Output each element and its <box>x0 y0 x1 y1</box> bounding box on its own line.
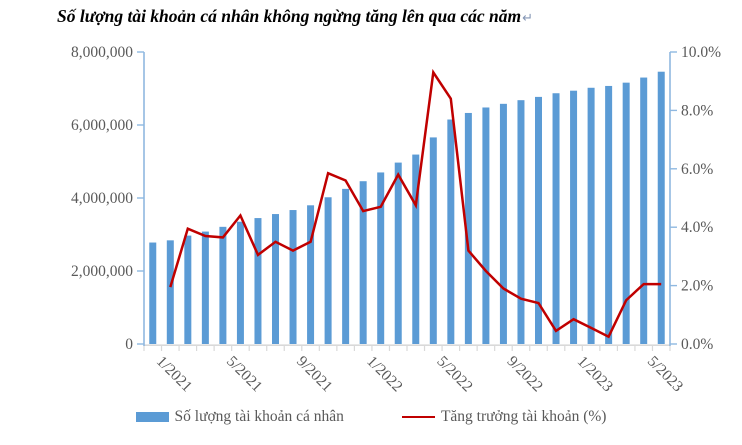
bar-column <box>535 96 542 345</box>
bar-column <box>552 93 560 344</box>
chart-legend: Số lượng tài khoản cá nhân Tăng trưởng t… <box>0 408 742 426</box>
bar-column <box>464 112 472 344</box>
bar-column <box>166 240 174 344</box>
chart-title-row: Số lượng tài khoản cá nhân không ngừng t… <box>57 6 533 27</box>
combo-chart: 0 2,000,000 4,000,000 6,000,000 8,000,000 0.0… <box>71 44 721 396</box>
right-axis-tick-label: 10.0% <box>681 44 721 61</box>
x-axis-tick-label: 9/2021 <box>293 353 335 395</box>
x-axis-tick-label: 1/2021 <box>153 353 195 395</box>
right-axis-tick-label: 6.0% <box>681 161 713 178</box>
bar-column <box>236 221 244 344</box>
bar-column <box>412 154 420 344</box>
bar-column <box>254 218 262 344</box>
bar-column <box>394 162 402 344</box>
left-axis-tick-label: 8,000,000 <box>71 44 133 61</box>
legend-item-growth: Tăng trưởng tài khoản (%) <box>401 408 607 426</box>
bar-column <box>201 231 209 344</box>
bar-column <box>622 82 630 344</box>
right-axis-tick-label: 4.0% <box>681 219 713 236</box>
x-axis-tick-label: 1/2023 <box>574 353 617 396</box>
bar-column <box>307 205 315 344</box>
left-axis-tick-label: 6,000,000 <box>71 117 133 134</box>
bar-column <box>587 87 595 344</box>
legend-line-swatch <box>401 415 435 419</box>
bar-column <box>342 188 350 344</box>
right-axis-tick-label: 2.0% <box>681 278 713 295</box>
bar-column <box>657 71 665 345</box>
x-axis-tick-label: 1/2022 <box>363 353 405 395</box>
left-axis-tick-label: 2,000,000 <box>71 263 133 280</box>
bar-column <box>447 119 455 345</box>
bar-column <box>184 235 192 344</box>
bar-column <box>324 197 332 344</box>
x-axis-tick-label: 5/2022 <box>433 353 475 395</box>
legend-bar-swatch <box>135 412 169 422</box>
chart-title: Số lượng tài khoản cá nhân không ngừng t… <box>57 6 522 26</box>
right-axis-tick-label: 0.0% <box>681 336 713 353</box>
bar-column <box>640 77 648 345</box>
x-axis-tick-label: 5/2021 <box>223 353 265 395</box>
bar-column <box>499 103 507 344</box>
bar-column <box>219 226 227 344</box>
right-axis-tick-label: 8.0% <box>681 102 713 119</box>
bar-column <box>359 181 367 344</box>
legend-item-accounts: Số lượng tài khoản cá nhân <box>135 408 344 426</box>
left-axis-tick-label: 4,000,000 <box>71 190 133 207</box>
bar-column <box>570 90 578 344</box>
legend-bar-label: Số lượng tài khoản cá nhân <box>174 408 344 425</box>
x-axis-tick-label: 5/2023 <box>644 353 687 396</box>
bar-column <box>377 172 385 344</box>
paragraph-return-mark: ↵ <box>522 10 533 25</box>
growth-line <box>169 68 662 339</box>
bar-column <box>272 214 279 344</box>
x-axis-tick-label: 9/2022 <box>504 353 546 395</box>
bar-column <box>429 137 437 344</box>
bar-column <box>517 100 525 345</box>
bar-column <box>289 210 297 344</box>
bar-column <box>482 107 490 344</box>
bar-column <box>605 85 613 344</box>
bar-column <box>149 242 157 344</box>
legend-line-label: Tăng trưởng tài khoản (%) <box>440 408 607 425</box>
left-axis-tick-label: 0 <box>125 336 133 353</box>
